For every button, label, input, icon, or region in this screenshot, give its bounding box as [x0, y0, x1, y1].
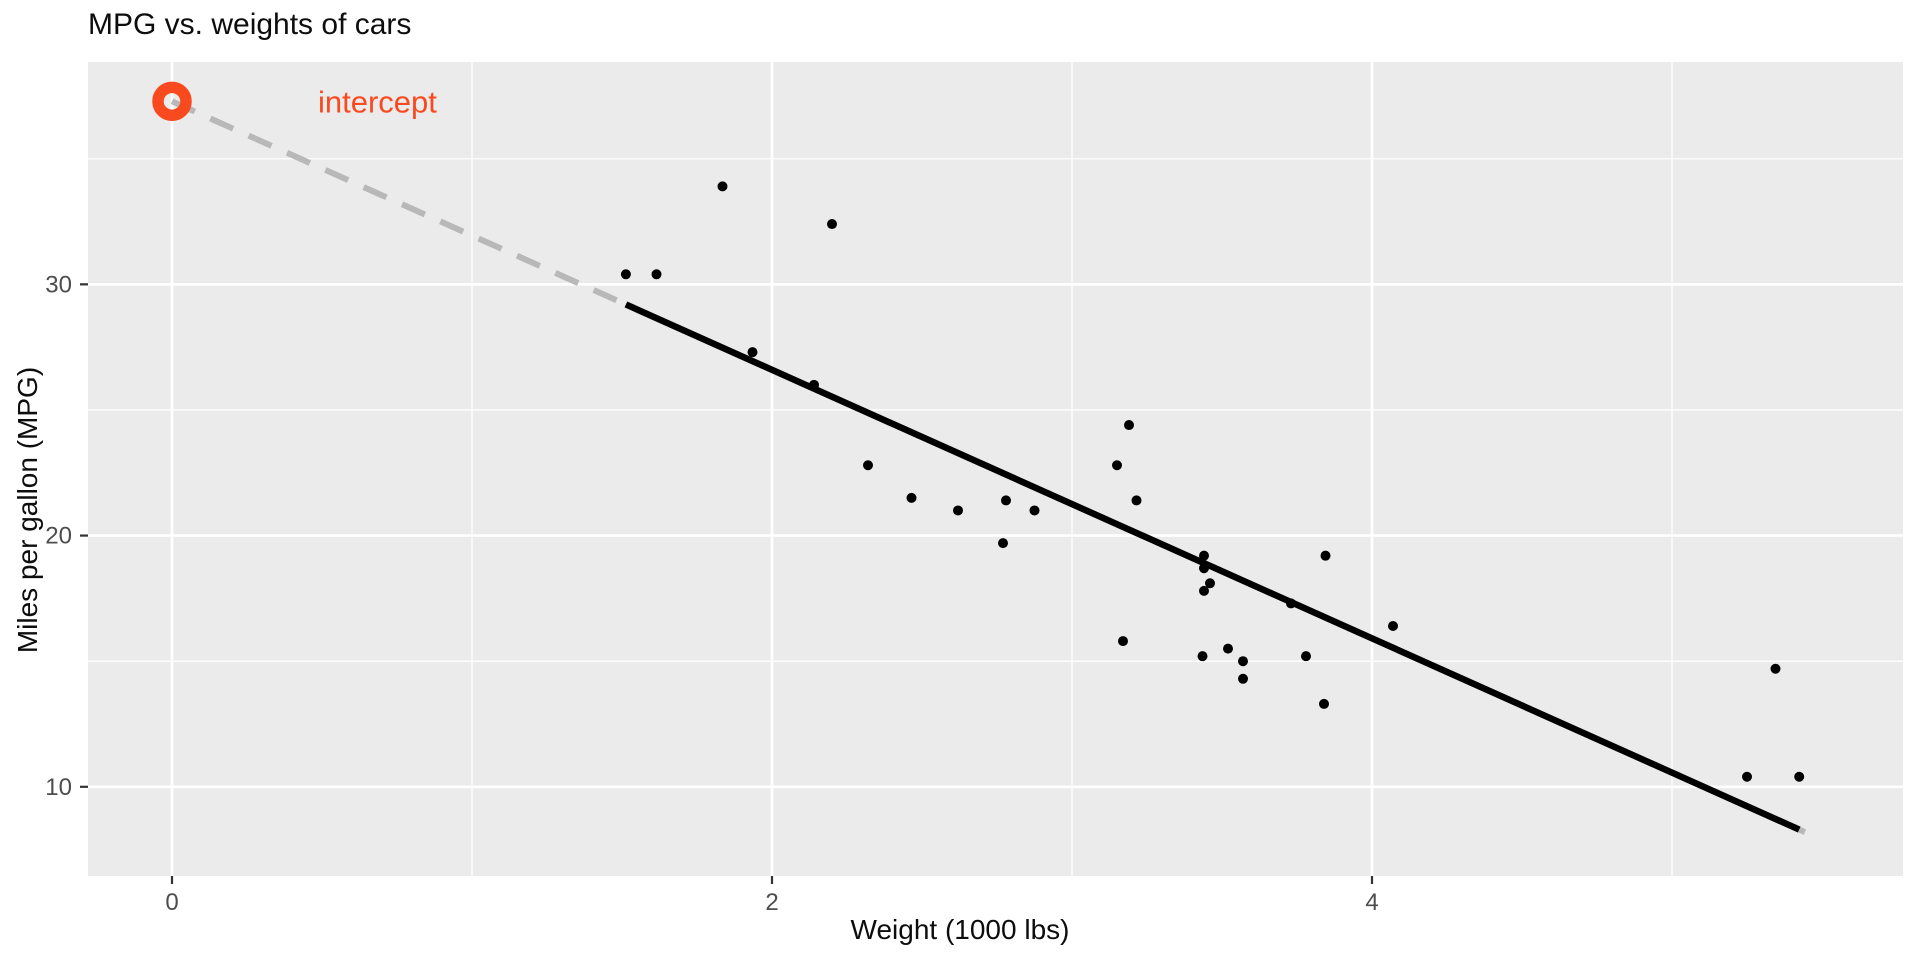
data-point — [1197, 651, 1208, 662]
data-point — [1320, 550, 1331, 561]
x-tick-label: 4 — [1365, 889, 1378, 916]
data-point — [1199, 563, 1209, 574]
y-tick-label: 30 — [45, 271, 72, 298]
data-point — [1238, 673, 1248, 684]
data-point — [1388, 621, 1398, 632]
data-point — [1124, 420, 1134, 431]
data-point — [1223, 643, 1233, 654]
y-tick-label: 20 — [45, 523, 72, 550]
intercept-annotation: intercept — [318, 84, 437, 119]
data-point — [1286, 598, 1296, 609]
data-point — [906, 492, 917, 503]
x-tick-label: 2 — [765, 889, 778, 916]
data-point — [747, 347, 758, 358]
data-point — [1112, 460, 1122, 471]
data-point — [998, 538, 1008, 549]
data-point — [620, 269, 631, 280]
data-point — [1319, 698, 1329, 709]
data-point — [1001, 495, 1011, 506]
y-tick-label: 10 — [45, 774, 72, 801]
data-point — [1794, 771, 1805, 782]
x-axis-label: Weight (1000 lbs) — [850, 914, 1070, 945]
data-point — [717, 181, 728, 192]
data-point — [827, 219, 837, 230]
regression-line — [624, 301, 1801, 833]
data-point — [1131, 495, 1142, 506]
data-point — [1118, 636, 1128, 647]
data-point — [1238, 656, 1248, 667]
data-point — [863, 460, 873, 471]
data-point — [1301, 651, 1311, 662]
y-axis-label: Miles per gallon (MPG) — [12, 366, 43, 654]
data-point — [1199, 585, 1209, 596]
data-point — [1205, 578, 1215, 589]
data-point — [953, 505, 963, 516]
data-point — [1770, 663, 1781, 674]
x-tick-label: 0 — [165, 889, 178, 916]
data-point — [1742, 771, 1752, 782]
chart-title: MPG vs. weights of cars — [88, 8, 412, 41]
data-point — [651, 269, 662, 280]
data-point — [1029, 505, 1040, 516]
data-point — [1199, 550, 1209, 561]
intercept-marker — [152, 81, 192, 122]
data-point — [809, 379, 819, 390]
